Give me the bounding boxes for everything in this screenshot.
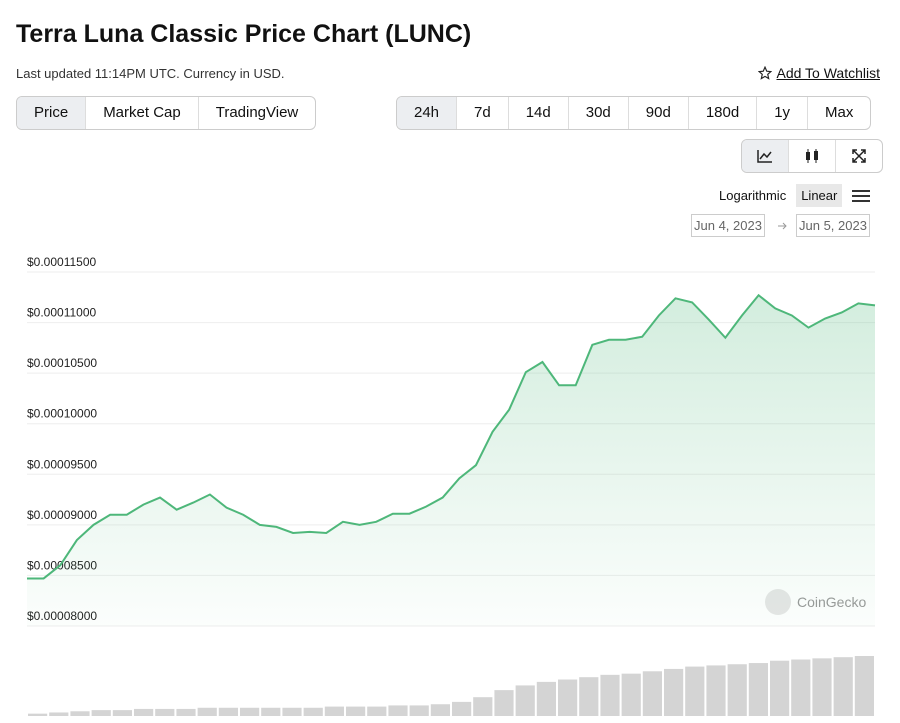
range[interactable]: 24h xyxy=(397,97,458,129)
tab[interactable]: Price xyxy=(17,97,87,129)
date-to[interactable]: Jun 5, 2023 xyxy=(796,214,870,237)
volume-bar xyxy=(558,679,578,716)
volume-bar xyxy=(176,708,196,716)
volume-bar xyxy=(112,710,132,716)
y-tick-label: $0.00009500 xyxy=(27,457,97,471)
volume-bar xyxy=(70,711,90,716)
volume-bar xyxy=(642,671,662,716)
volume-bar xyxy=(706,665,726,716)
price-line xyxy=(27,293,876,580)
volume-bar xyxy=(727,664,747,716)
area xyxy=(27,295,875,626)
volume-bar xyxy=(324,706,344,716)
watchlist-text[interactable]: Add To Watchlist xyxy=(776,65,881,81)
tab[interactable]: Market Cap xyxy=(86,97,199,129)
range[interactable]: 14d xyxy=(509,97,569,129)
star-icon xyxy=(757,66,772,80)
volume-bar xyxy=(282,707,302,716)
y-tick-label: $0.00008000 xyxy=(27,609,97,623)
chart-type xyxy=(741,139,883,173)
volume-bar xyxy=(494,690,514,716)
volume-bar xyxy=(367,706,387,716)
fullscreen-button[interactable] xyxy=(836,140,882,172)
y-tick-label: $0.00008500 xyxy=(27,558,97,572)
volume-bar xyxy=(536,681,556,716)
watchlist[interactable]: Add To Watchlist xyxy=(757,65,881,81)
volume-bar xyxy=(346,706,366,716)
volume-bar xyxy=(261,707,281,716)
date-from[interactable]: Jun 4, 2023 xyxy=(691,214,765,237)
volume-bar xyxy=(409,705,429,716)
volume-bar xyxy=(452,701,472,716)
linear-option[interactable]: Linear xyxy=(796,184,843,207)
volume-bar xyxy=(685,666,705,716)
menu-icon[interactable] xyxy=(852,189,871,203)
volume-bar xyxy=(579,677,599,716)
volume-bar xyxy=(621,673,641,716)
scale-switch: Logarithmic Linear xyxy=(719,184,871,207)
range[interactable]: 7d xyxy=(457,97,509,129)
tab[interactable]: TradingView xyxy=(215,104,299,121)
y-tick-label: $0.00011000 xyxy=(27,306,97,320)
volume-bar xyxy=(197,707,217,716)
range[interactable]: Max xyxy=(825,104,854,121)
volume-bar xyxy=(388,705,408,716)
y-tick-label: $0.00011500 xyxy=(27,255,97,269)
tabs: Price Market Cap TradingView xyxy=(16,96,317,130)
volume-bar xyxy=(854,656,874,716)
volume-bar xyxy=(812,658,832,716)
line-button[interactable] xyxy=(742,140,789,172)
volume-bar xyxy=(600,674,620,716)
range[interactable]: 1y xyxy=(757,97,809,129)
candle-icon xyxy=(806,149,818,163)
candle-button[interactable] xyxy=(789,140,836,172)
range[interactable]: 180d xyxy=(689,97,758,129)
volume-bar xyxy=(28,713,48,716)
volume-bar xyxy=(430,704,450,716)
ranges: 24h 7d 14d 30d 90d 180d 1y Max xyxy=(396,96,872,130)
title: Terra Luna Classic Price Chart (LUNC) xyxy=(16,20,472,48)
updated: Last updated 11:14PM UTC. Currency in US… xyxy=(16,66,285,81)
y-tick-label: $0.00009000 xyxy=(27,508,97,522)
log-option[interactable]: Logarithmic xyxy=(719,188,787,203)
date-arrow xyxy=(778,222,787,230)
volume-bar xyxy=(303,707,323,716)
volume-bar xyxy=(748,663,768,716)
watermark-logo xyxy=(765,589,791,615)
volume-bar xyxy=(770,660,790,716)
volume-bar xyxy=(515,685,535,716)
y-tick-label: $0.00010000 xyxy=(27,407,97,421)
volume-bar xyxy=(49,712,69,716)
range[interactable]: 30d xyxy=(569,97,629,129)
expand-icon xyxy=(852,149,866,163)
y-tick-label: $0.00010500 xyxy=(27,356,97,370)
volume-bar xyxy=(218,707,238,716)
volume-bar xyxy=(664,668,684,716)
range[interactable]: 90d xyxy=(629,97,689,129)
volume-bar xyxy=(155,708,175,716)
line-icon xyxy=(757,150,772,163)
volume-bar xyxy=(833,657,853,716)
volume-bar xyxy=(473,697,493,716)
volume-bar xyxy=(134,708,154,716)
volume-bar xyxy=(91,710,111,716)
watermark: CoinGecko xyxy=(797,594,866,610)
volume-bar xyxy=(791,659,811,716)
volume-bar xyxy=(240,707,260,716)
